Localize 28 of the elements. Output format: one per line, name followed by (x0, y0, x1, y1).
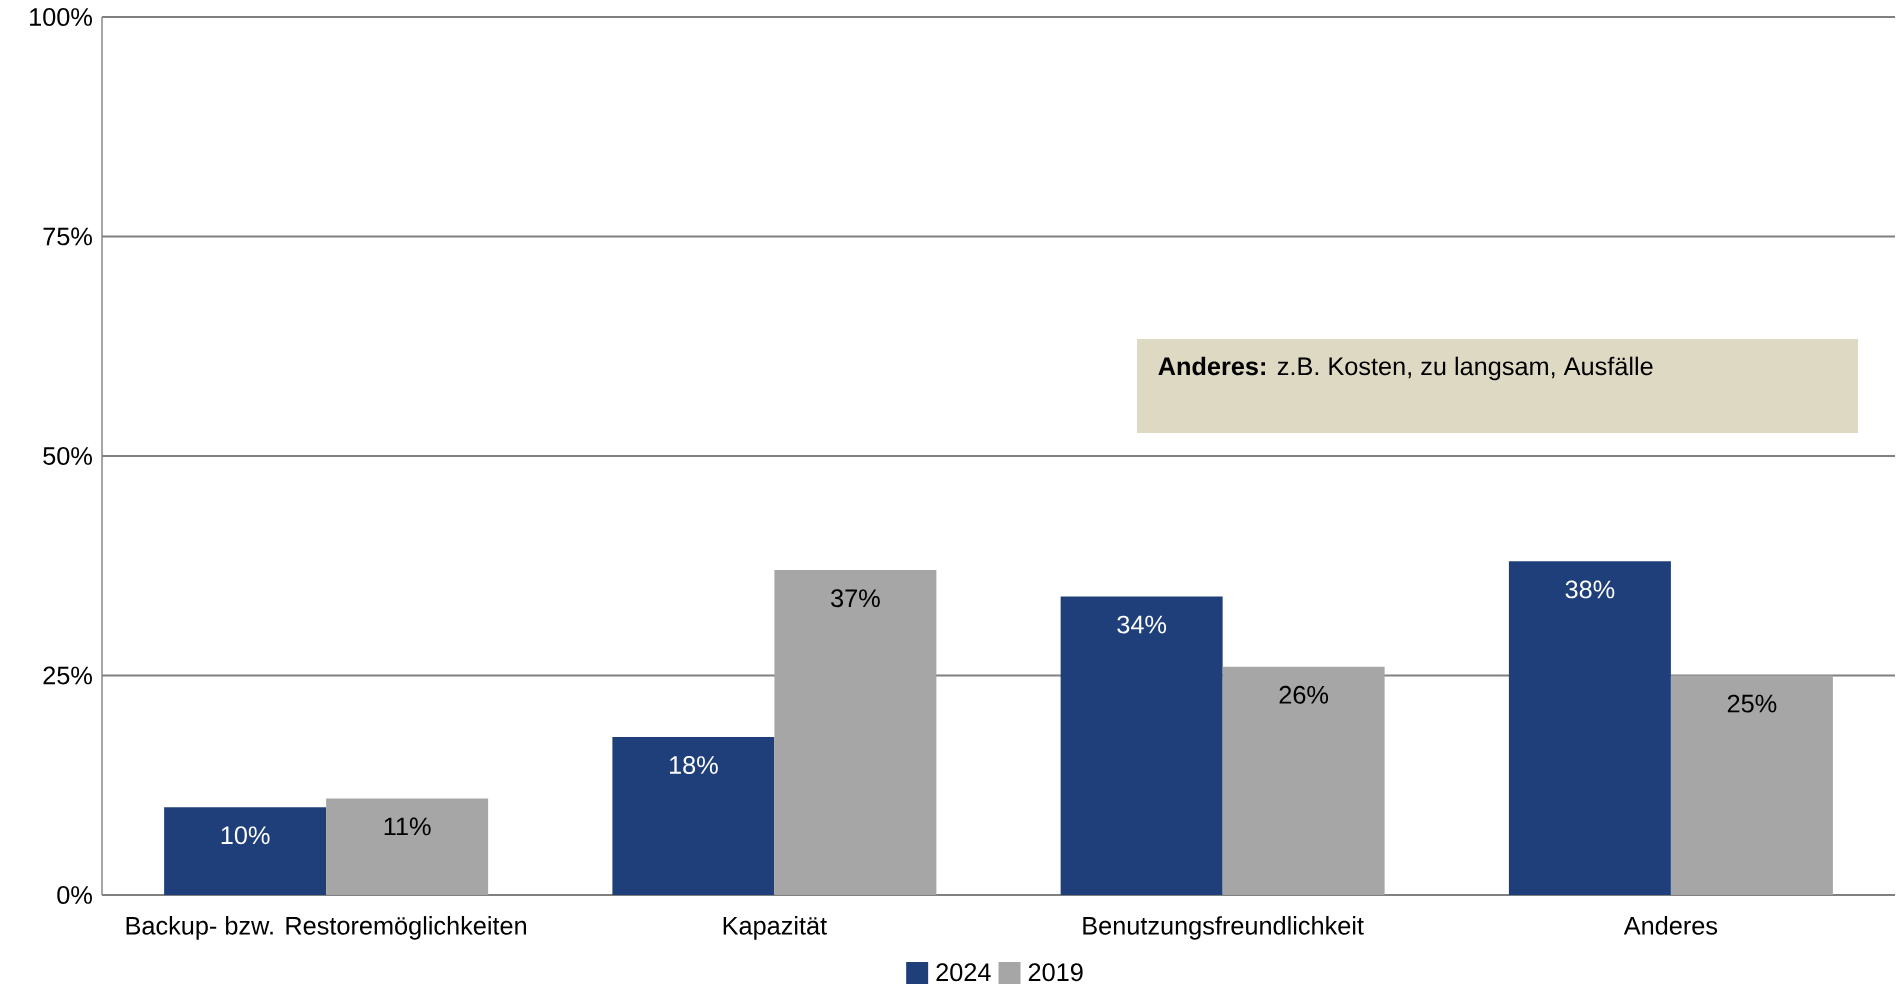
x-tick-label: Anderes (1623, 916, 1718, 935)
bar (1222, 666, 1385, 895)
bar (164, 807, 327, 895)
legend-label: 2019 (1028, 963, 1083, 982)
data-label: 25% (1727, 694, 1777, 713)
bar (1670, 675, 1833, 895)
bar (1060, 596, 1223, 895)
x-tick-label: Benutzungsfreundlichkeit (1083, 916, 1364, 940)
y-tick-label: 25% (43, 666, 92, 685)
y-tick-label: 50% (43, 447, 92, 465)
x-tick-label: Kapazität (723, 916, 827, 940)
bar (1508, 561, 1671, 895)
legend-label: 2024 (936, 963, 991, 982)
annotation: Anderes: z.B. Kosten, zu langsam, Ausfälle (1158, 356, 1653, 381)
data-label: 11% (384, 817, 431, 836)
data-label: 37% (831, 589, 880, 608)
data-label: 10% (221, 826, 270, 845)
bar (774, 570, 937, 895)
y-tick-label: 100% (30, 8, 92, 26)
bar (326, 798, 489, 895)
y-tick-label: 75% (43, 227, 92, 246)
x-tick-label: Backup- bzw. Restoremöglichkeiten (126, 916, 526, 940)
data-label: 38% (1565, 580, 1615, 599)
data-label: 18% (669, 756, 718, 774)
data-label: 26% (1279, 685, 1329, 704)
bar (612, 736, 775, 895)
data-label: 34% (1117, 615, 1167, 634)
y-tick-label: 0% (57, 886, 92, 904)
